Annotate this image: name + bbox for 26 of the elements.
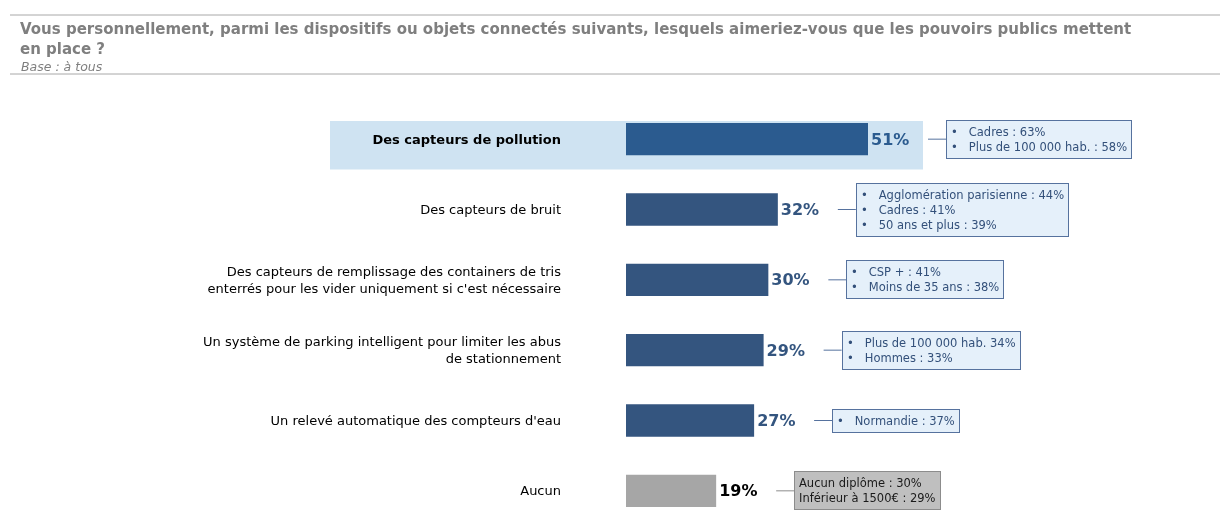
data-label: 29% (766, 340, 805, 360)
bar (626, 193, 778, 226)
annotation: • CSP + : 41% • Moins de 35 ans : 38% (851, 265, 1000, 294)
bar (626, 263, 769, 297)
data-label: 51% (871, 129, 910, 149)
bar (626, 404, 755, 437)
chart-title: Vous personnellement, parmi les dispositifs ou objets connectés suivants, lesquels aimeriez-vous que les pouvoirs publics mettent en place ? (20, 20, 1132, 58)
data-label: 27% (757, 411, 796, 430)
data-label: 19% (719, 481, 758, 501)
y-tick-label: Aucun (520, 483, 561, 499)
annotation: • Normandie : 37% (837, 414, 955, 428)
annotation: Aucun diplôme : 30% Inférieur à 1500€ : 29% (799, 476, 936, 505)
y-tick-label: Des capteurs de pollution (372, 131, 561, 147)
annotation: • Agglomération parisienne : 44% • Cadres : 41% • 50 ans et plus : 39% (861, 188, 1065, 232)
bar (626, 122, 868, 156)
bar (626, 333, 764, 367)
y-tick-label: Des capteurs de remplissage des containers de tris enterrés pour les vider uniquement si c'est nécessaire (207, 263, 562, 296)
y-tick-label: Un système de parking intelligent pour limiter les abus de stationnement (203, 334, 562, 367)
y-tick-label: Un relevé automatique des compteurs d'eau (270, 413, 561, 429)
bar (626, 474, 717, 508)
annotation: • Plus de 100 000 hab. 34% • Hommes : 33% (847, 336, 1016, 365)
text: Base : à tous (21, 59, 103, 74)
data-label: 32% (780, 200, 820, 219)
y-tick-label: Des capteurs de bruit (420, 202, 561, 218)
data-label: 30% (771, 270, 810, 290)
text: • Cadres : 63% • Plus de 100 000 hab. : 58% (951, 125, 1128, 154)
